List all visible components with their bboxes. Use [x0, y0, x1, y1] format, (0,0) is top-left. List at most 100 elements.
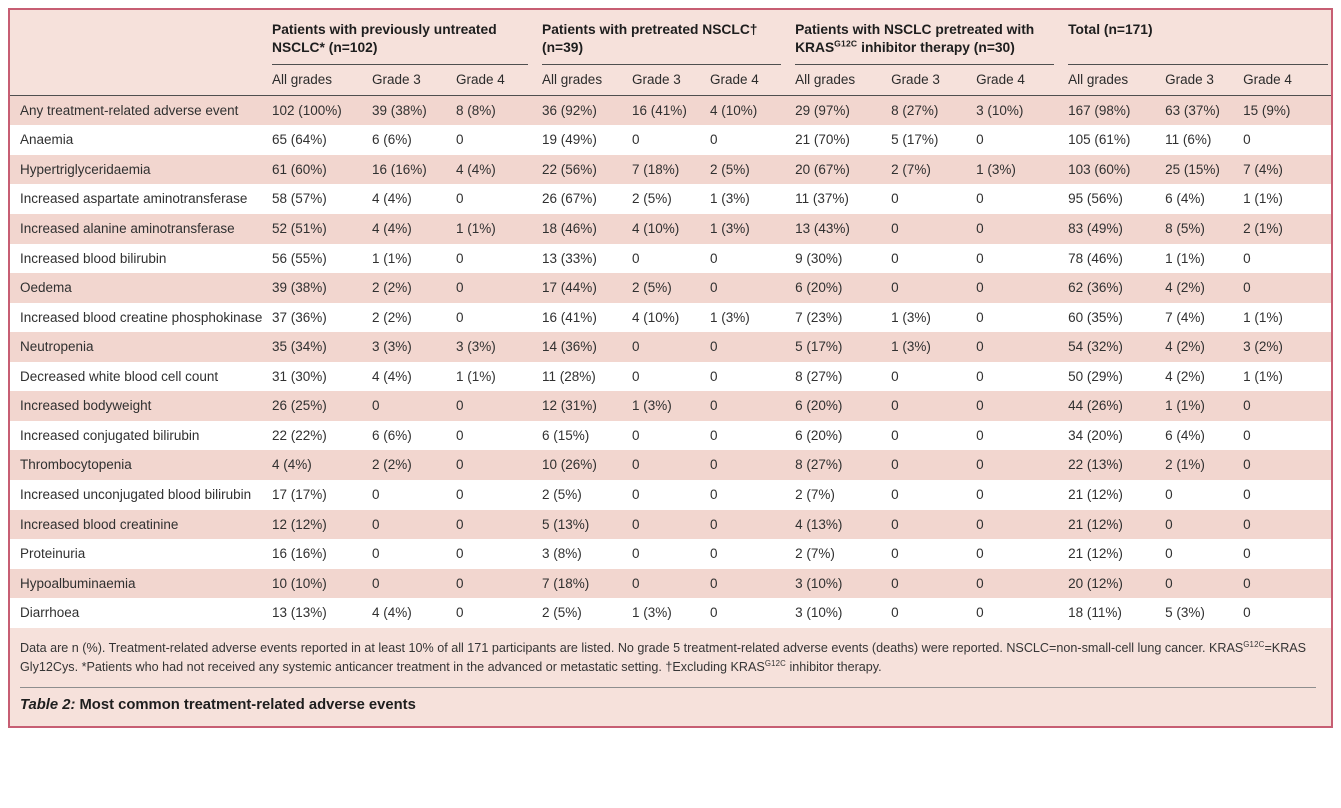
value-cell: 16 (41%)	[542, 309, 597, 325]
row-label: Increased alanine aminotransferase	[20, 221, 235, 237]
value-cell: 0	[632, 368, 640, 384]
value-cell: 0	[891, 427, 899, 443]
value-cell: 1 (3%)	[710, 221, 750, 237]
value-cell: 167 (98%)	[1068, 102, 1131, 118]
table-row: Increased aspartate aminotransferase 58 (…	[10, 184, 1331, 215]
value-cell: 21 (12%)	[1068, 486, 1123, 502]
value-cell: 0	[976, 605, 984, 621]
value-cell: 11 (28%)	[542, 368, 596, 384]
value-cell: 3 (3%)	[456, 339, 496, 355]
value-cell: 11 (37%)	[795, 191, 849, 207]
value-cell: 78 (46%)	[1068, 250, 1123, 266]
value-cell: 0	[710, 575, 718, 591]
row-label: Proteinuria	[20, 546, 86, 562]
table-row: Anaemia 65 (64%) 6 (6%) 0 19 (49%) 0 0 21 (70%)…	[10, 125, 1331, 155]
value-cell: 0	[632, 132, 640, 148]
value-cell: 4 (4%)	[372, 368, 412, 384]
value-cell: 0	[710, 516, 718, 532]
value-cell: 0	[456, 457, 464, 473]
value-cell: 0	[456, 191, 464, 207]
value-cell: 1 (3%)	[976, 161, 1016, 177]
value-cell: 6 (20%)	[795, 280, 843, 296]
grade-column-header: Grade 3	[1165, 64, 1244, 96]
value-cell: 0	[891, 457, 899, 473]
value-cell: 6 (6%)	[372, 427, 412, 443]
value-cell: 39 (38%)	[372, 102, 427, 118]
value-cell: 0	[456, 280, 464, 296]
value-cell: 102 (100%)	[272, 102, 342, 118]
value-cell: 0	[1243, 132, 1251, 148]
value-cell: 8 (27%)	[795, 457, 843, 473]
value-cell: 1 (1%)	[456, 221, 496, 237]
value-cell: 0	[372, 486, 380, 502]
value-cell: 17 (17%)	[272, 486, 327, 502]
row-label: Hypoalbuminaemia	[20, 575, 136, 591]
table-row: Thrombocytopenia 4 (4%) 2 (2%) 0 10 (26%) 0 0 8…	[10, 450, 1331, 480]
value-cell: 44 (26%)	[1068, 398, 1123, 414]
value-cell: 3 (3%)	[372, 339, 412, 355]
value-cell: 0	[976, 250, 984, 266]
value-cell: 2 (5%)	[632, 191, 672, 207]
value-cell: 1 (1%)	[372, 250, 412, 266]
value-cell: 3 (10%)	[795, 605, 843, 621]
value-cell: 60 (35%)	[1068, 309, 1123, 325]
value-cell: 0	[891, 250, 899, 266]
value-cell: 0	[710, 486, 718, 502]
value-cell: 7 (23%)	[795, 309, 843, 325]
value-cell: 6 (4%)	[1165, 427, 1205, 443]
value-cell: 1 (1%)	[456, 368, 496, 384]
value-cell: 4 (4%)	[372, 191, 412, 207]
table-row: Increased blood bilirubin 56 (55%) 1 (1%) 0…	[10, 243, 1331, 274]
adverse-events-table: Patients with previously untreated NSCLC…	[10, 10, 1331, 628]
value-cell: 0	[976, 339, 984, 355]
value-cell: 0	[1243, 280, 1251, 296]
row-label: Increased bodyweight	[20, 398, 152, 414]
value-cell: 0	[456, 309, 464, 325]
value-cell: 4 (2%)	[1165, 339, 1205, 355]
value-cell: 12 (31%)	[542, 398, 597, 414]
value-cell: 50 (29%)	[1068, 368, 1123, 384]
value-cell: 4 (13%)	[795, 516, 843, 532]
value-cell: 2 (7%)	[795, 546, 835, 562]
value-cell: 14 (36%)	[542, 339, 597, 355]
subheader-row: All grades Grade 3 Grade 4 All grades Grade …	[10, 64, 1331, 96]
value-cell: 21 (12%)	[1068, 546, 1123, 562]
value-cell: 7 (18%)	[542, 575, 590, 591]
value-cell: 0	[1243, 605, 1251, 621]
group-header-row: Patients with previously untreated NSCLC…	[10, 10, 1331, 65]
value-cell: 4 (10%)	[710, 102, 758, 118]
value-cell: 0	[1243, 427, 1251, 443]
value-cell: 0	[976, 457, 984, 473]
value-cell: 2 (5%)	[710, 161, 750, 177]
value-cell: 0	[710, 250, 718, 266]
value-cell: 0	[976, 546, 984, 562]
value-cell: 35 (34%)	[272, 339, 327, 355]
value-cell: 0	[456, 250, 464, 266]
value-cell: 19 (49%)	[542, 132, 597, 148]
value-cell: 13 (13%)	[272, 605, 327, 621]
value-cell: 62 (36%)	[1068, 280, 1123, 296]
grade-column-header: Grade 3	[372, 64, 456, 96]
value-cell: 2 (2%)	[372, 309, 412, 325]
group-header: Patients with previously untreated NSCLC…	[272, 10, 542, 65]
value-cell: 2 (5%)	[632, 280, 672, 296]
value-cell: 0	[372, 546, 380, 562]
value-cell: 0	[456, 486, 464, 502]
grade-column-header: All grades	[272, 64, 372, 96]
table-row: Decreased white blood cell count 31 (30%)…	[10, 361, 1331, 392]
value-cell: 16 (16%)	[272, 546, 327, 562]
value-cell: 21 (12%)	[1068, 516, 1123, 532]
value-cell: 11 (6%)	[1165, 132, 1212, 148]
table-row: Diarrhoea 13 (13%) 4 (4%) 0 2 (5%) 1 (3%) 0 3 (…	[10, 598, 1331, 628]
grade-column-header: Grade 4	[456, 64, 543, 96]
table-row: Increased unconjugated blood bilirubin 17…	[10, 479, 1331, 510]
value-cell: 4 (4%)	[272, 457, 312, 473]
value-cell: 0	[1165, 486, 1173, 502]
value-cell: 20 (67%)	[795, 161, 850, 177]
row-label: Increased unconjugated blood bilirubin	[20, 486, 252, 502]
value-cell: 0	[710, 339, 718, 355]
table-row: Any treatment-related adverse event 102 (…	[10, 95, 1331, 126]
caption-text: Most common treatment-related adverse ev…	[75, 697, 416, 714]
value-cell: 1 (1%)	[1165, 250, 1205, 266]
row-label: Increased aspartate aminotransferase	[20, 191, 248, 207]
